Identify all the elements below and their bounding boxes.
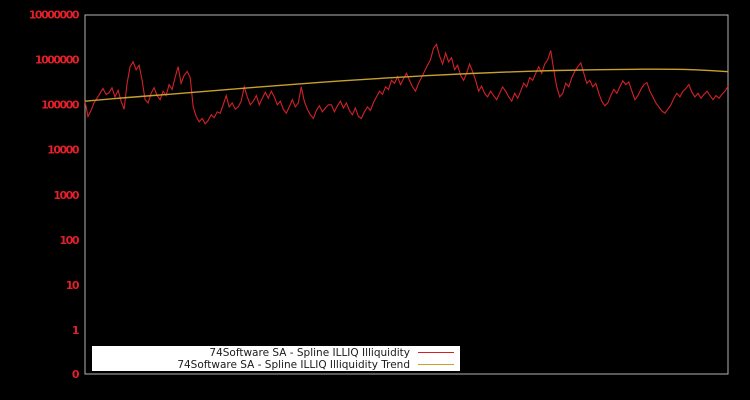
legend-item-trend: 74Software SA - Spline ILLIQ Illiquidity… — [94, 359, 454, 371]
plot-border — [84, 14, 729, 375]
y-axis-tick-label: 100 — [60, 234, 80, 247]
illiquidity-trend-line — [84, 68, 729, 102]
legend-label: 74Software SA - Spline ILLIQ Illiquidity — [209, 346, 410, 359]
legend-label: 74Software SA - Spline ILLIQ Illiquidity… — [177, 358, 410, 371]
y-axis-tick-label: 10000000 — [29, 8, 80, 21]
y-axis-tick-label: 1000 — [53, 189, 79, 202]
y-axis-tick-label: 1 — [72, 324, 79, 337]
y-axis-tick-label: 10000 — [47, 144, 80, 157]
legend: 74Software SA - Spline ILLIQ Illiquidity… — [92, 346, 460, 371]
legend-item-illiquidity: 74Software SA - Spline ILLIQ Illiquidity — [94, 347, 454, 359]
legend-line-sample — [418, 364, 454, 365]
y-axis-tick-label: 100000 — [41, 99, 80, 112]
legend-line-sample — [418, 352, 454, 353]
illiquidity-series-line — [84, 43, 729, 125]
y-axis-tick-label: 0 — [72, 368, 80, 381]
y-axis-tick-label: 10 — [66, 279, 80, 292]
y-axis-tick-label: 1000000 — [35, 54, 80, 67]
